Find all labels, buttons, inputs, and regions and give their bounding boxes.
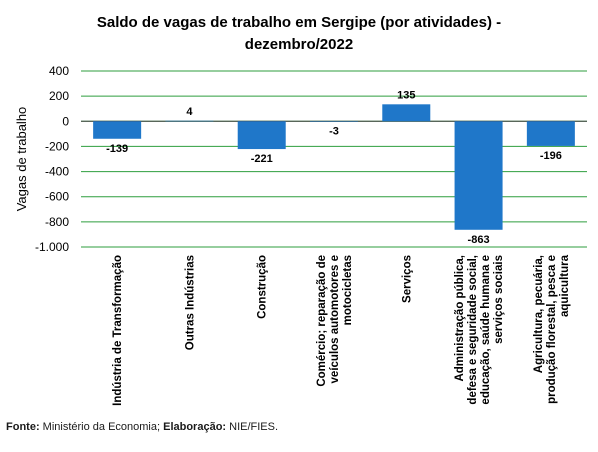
bar	[237, 121, 286, 150]
bar	[382, 104, 431, 122]
y-axis-label: Vagas de trabalho	[14, 107, 29, 212]
x-category-label: Indústria de Transformação	[112, 255, 124, 406]
x-category-label-line: educação, saúde humana e	[480, 255, 492, 405]
x-category-label-line: Construção	[257, 255, 269, 319]
x-category-label: Serviços	[401, 255, 413, 303]
x-category-label: Comércio; reparação deveículos automotor…	[316, 255, 354, 387]
x-category-label-line: veículos automotores e	[329, 255, 341, 383]
x-category-label-line: defesa e seguridade social,	[467, 255, 479, 405]
y-tick-label: -800	[45, 215, 69, 229]
y-tick-label: -1.000	[35, 240, 69, 254]
y-tick-label: 400	[49, 64, 69, 78]
x-category-label: Agricultura, pecuária,produção florestal…	[533, 254, 571, 404]
bar	[454, 121, 503, 230]
chart-title-line: Saldo de vagas de trabalho em Sergipe (p…	[97, 14, 501, 31]
elaboration-label: Elaboração:	[163, 421, 227, 433]
chart-title-line: dezembro/2022	[245, 36, 353, 53]
x-category-label-line: Comércio; reparação de	[316, 255, 328, 387]
data-label: -863	[468, 234, 490, 246]
data-label: 135	[397, 89, 415, 101]
x-category-label-line: aquicultura	[559, 254, 571, 317]
x-category-label-line: produção florestal, pesca e	[546, 255, 558, 404]
x-category-label-line: serviços sociais	[493, 255, 505, 344]
data-label: -196	[540, 150, 562, 162]
data-label: 4	[186, 106, 193, 118]
y-tick-label: 0	[62, 114, 69, 128]
x-category-label: Construção	[257, 255, 269, 319]
data-label: -3	[329, 126, 339, 138]
source-text: Ministério da Economia;	[39, 421, 164, 433]
data-label: -139	[106, 143, 128, 155]
x-category-label-line: Serviços	[401, 255, 413, 303]
x-category-label-line: Agricultura, pecuária,	[533, 255, 545, 373]
data-label: -221	[251, 153, 273, 165]
bar	[93, 121, 142, 139]
bar	[310, 121, 358, 122]
y-tick-label: 200	[49, 89, 69, 103]
x-category-label: Outras Indústrias	[184, 255, 196, 350]
x-category-label: Administração pública,defesa e seguridad…	[454, 255, 505, 405]
x-category-label-line: Indústria de Transformação	[112, 255, 124, 406]
x-category-label-line: motocicletas	[342, 255, 354, 325]
x-category-label-line: Outras Indústrias	[184, 255, 196, 350]
source-footer: Fonte: Ministério da Economia; Elaboraçã…	[6, 421, 278, 433]
bar	[526, 121, 575, 146]
y-tick-label: -400	[45, 165, 69, 179]
y-tick-label: -600	[45, 190, 69, 204]
x-category-label-line: Administração pública,	[454, 255, 466, 382]
elaboration-text: NIE/FIES.	[226, 421, 279, 433]
source-label: Fonte:	[6, 421, 40, 433]
bar	[165, 120, 214, 122]
y-tick-label: -200	[45, 139, 69, 153]
